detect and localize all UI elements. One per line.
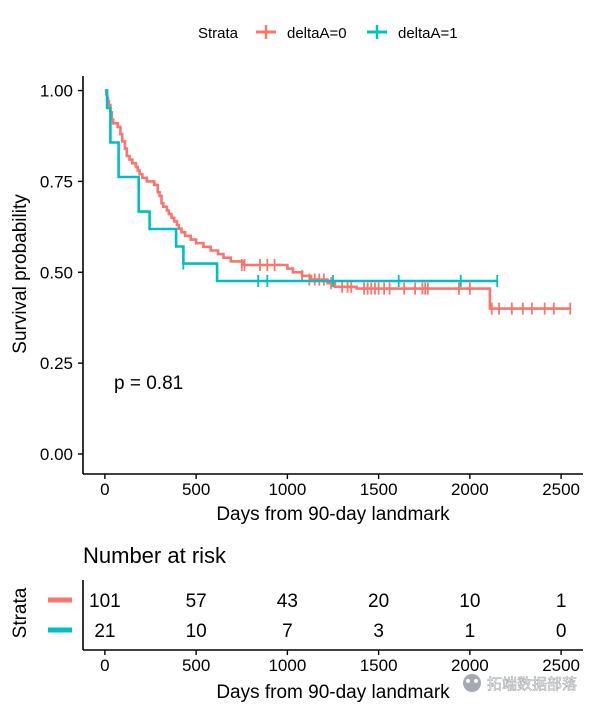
risk-x-ticks: 0 500 1000 1500 2000 2500 <box>100 650 580 675</box>
risk-x-tick-label: 2500 <box>542 656 580 675</box>
plot-axes: 0.00 0.25 0.50 0.75 1.00 0 500 1000 1500 2000 250… <box>10 76 583 525</box>
risk-value: 21 <box>94 621 115 642</box>
risk-value: 10 <box>459 591 480 612</box>
risk-x-tick-label: 1000 <box>268 656 306 675</box>
survival-curve-0 <box>104 89 571 310</box>
survival-curves <box>104 89 572 315</box>
risk-table-y-title: Strata <box>10 587 31 638</box>
legend-title: Strata <box>198 25 239 42</box>
y-tick-label: 0.75 <box>40 172 73 191</box>
x-tick-label: 0 <box>100 480 109 499</box>
x-tick-label: 500 <box>182 480 210 499</box>
risk-x-tick-label: 500 <box>182 656 210 675</box>
risk-value: 0 <box>556 621 567 642</box>
risk-table-title: Number at risk <box>83 543 227 568</box>
y-tick-label: 1.00 <box>40 82 73 101</box>
legend-label-0: deltaA=0 <box>287 25 347 42</box>
risk-x-tick-label: 1500 <box>360 656 398 675</box>
risk-value: 1 <box>556 591 567 612</box>
risk-value: 7 <box>282 621 293 642</box>
risk-value: 3 <box>373 621 384 642</box>
risk-x-tick-label: 0 <box>100 656 109 675</box>
risk-value: 57 <box>186 591 207 612</box>
legend-label-1: deltaA=1 <box>398 25 458 42</box>
p-value-annotation: p = 0.81 <box>114 373 183 394</box>
x-axis-title: Days from 90-day landmark <box>216 504 450 525</box>
y-tick-label: 0.00 <box>40 445 73 464</box>
risk-value: 1 <box>465 621 476 642</box>
y-ticks: 0.00 0.25 0.50 0.75 1.00 <box>40 82 83 464</box>
x-tick-label: 2000 <box>451 480 489 499</box>
watermark: 拓端数据部落 <box>463 674 577 693</box>
y-tick-label: 0.50 <box>40 263 73 282</box>
x-ticks: 0 500 1000 1500 2000 2500 <box>100 474 580 499</box>
x-tick-label: 1500 <box>360 480 398 499</box>
watermark-logo-eye-right <box>474 679 478 683</box>
watermark-logo-icon <box>463 674 481 692</box>
risk-value: 10 <box>186 621 207 642</box>
y-tick-label: 0.25 <box>40 354 73 373</box>
risk-value: 20 <box>368 591 389 612</box>
risk-value: 101 <box>89 591 121 612</box>
x-tick-label: 2500 <box>542 480 580 499</box>
legend: Strata deltaA=0 deltaA=1 <box>198 25 458 42</box>
survival-curve-1 <box>104 89 498 283</box>
risk-table: Number at risk Strata 101 57 43 20 10 121 10 7 3… <box>10 543 583 703</box>
watermark-text: 拓端数据部落 <box>487 675 577 693</box>
x-tick-label: 1000 <box>268 480 306 499</box>
y-axis-title: Survival probability <box>10 194 31 354</box>
watermark-logo-eye-left <box>466 679 470 683</box>
legend-item-1: deltaA=1 <box>367 25 458 42</box>
legend-item-0: deltaA=0 <box>256 25 347 42</box>
risk-x-tick-label: 2000 <box>451 656 489 675</box>
risk-value: 43 <box>277 591 298 612</box>
risk-values: 101 57 43 20 10 121 10 7 3 1 0 <box>89 591 566 642</box>
risk-table-x-title: Days from 90-day landmark <box>216 682 450 703</box>
